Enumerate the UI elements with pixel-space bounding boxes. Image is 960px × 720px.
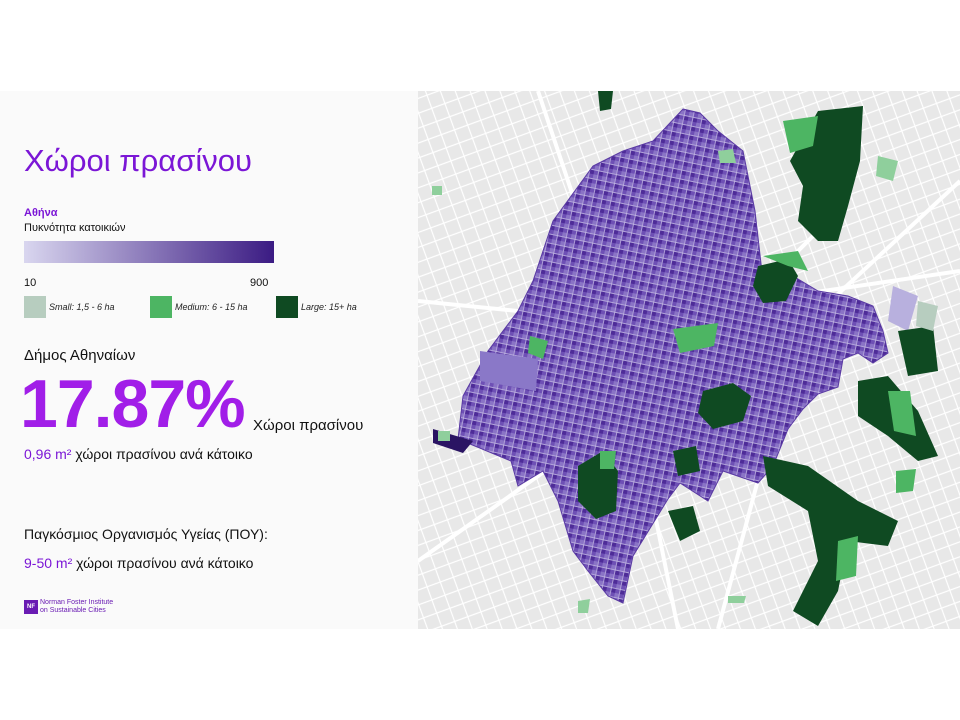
municipality-label: Δήμος Αθηναίων [24,347,136,364]
map-svg [418,91,960,629]
logo-line-2: on Sustainable Cities [40,607,106,614]
park-small-3 [432,186,442,195]
ramp-max-label: 900 [250,277,269,289]
ramp-min-label: 10 [24,277,37,289]
park-large-east [898,326,938,376]
green-spaces [432,91,938,626]
per-resident-line: 0,96 m² χώροι πρασίνου ανά κάτοικο [24,446,253,462]
per-resident-value: 0,96 m² [24,446,72,462]
swatch-medium [150,296,172,318]
swatch-small-label: Small: 1,5 - 6 ha [49,302,115,312]
park-large-center [698,383,751,429]
park-medium-east [888,391,916,436]
park-small-1 [916,301,938,331]
park-small-2 [876,156,898,181]
park-large-north-hill [753,259,798,303]
who-line: 9-50 m² χώροι πρασίνου ανά κάτοικο [24,555,253,571]
who-text: χώροι πρασίνου ανά κάτοικο [72,555,254,571]
institute-logo: NF Norman Foster Institute on Sustainabl… [24,599,154,619]
green-space-map [418,91,960,629]
legend-city: Αθήνα [24,207,58,219]
park-medium-north [783,116,818,153]
who-title: Παγκόσμιος Οργανισμός Υγείας (ΠΟΥ): [24,526,268,542]
park-small-6 [438,431,450,441]
page-title: Χώροι πρασίνου [24,143,252,178]
park-small-4 [578,599,590,613]
per-resident-text: χώροι πρασίνου ανά κάτοικο [71,446,253,462]
district-pale-east [888,286,918,331]
park-medium-south-edge [836,536,858,581]
swatch-large-label: Large: 15+ ha [301,302,357,312]
density-color-ramp [24,241,274,263]
percent-caption: Χώροι πρασίνου [253,417,364,434]
park-large-central-2 [673,446,700,476]
green-space-percent: 17.87% [20,366,246,442]
swatch-small [24,296,46,318]
logo-line-1: Norman Foster Institute [40,599,114,606]
park-medium-southwest [600,451,616,469]
park-large-north-edge [598,91,613,111]
district-lavender-west [480,351,538,391]
park-small-7 [718,149,736,163]
swatch-large [276,296,298,318]
legend-density-label: Πυκνότητα κατοικιών [24,222,126,234]
park-medium-hill [763,251,808,271]
park-medium-central [673,323,718,353]
park-large-south [668,506,700,541]
park-medium-southeast [896,469,916,493]
swatch-medium-label: Medium: 6 - 15 ha [175,302,248,312]
slide: Χώροι πρασίνου Αθήνα Πυκνότητα κατοικιών… [0,91,960,629]
park-medium-west [528,336,548,359]
info-panel: Χώροι πρασίνου Αθήνα Πυκνότητα κατοικιών… [0,91,418,629]
who-value: 9-50 m² [24,555,73,571]
park-small-5 [728,596,746,603]
logo-mark: NF [24,600,38,614]
park-large-southeast-strip [763,456,898,626]
